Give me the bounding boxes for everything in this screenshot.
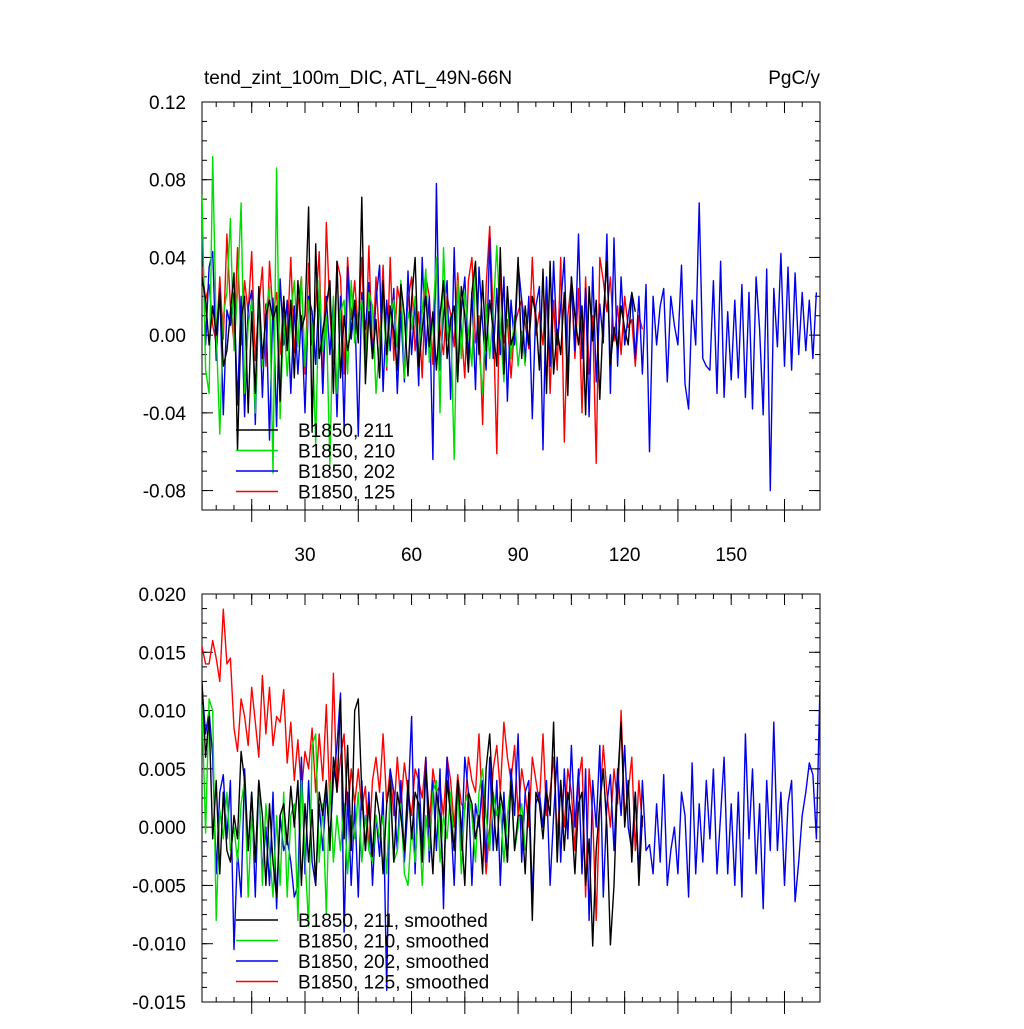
legend-label: B1850, 202, smoothed <box>298 952 489 973</box>
x-tick-label: 60 <box>401 545 422 566</box>
legend-label: B1850, 125 <box>298 483 395 504</box>
x-tick-label: 150 <box>715 545 747 566</box>
y-tick-label: -0.04 <box>143 404 187 425</box>
legend-label: B1850, 202 <box>298 462 395 483</box>
y-tick-label: 0.000 <box>138 818 186 839</box>
y-tick-label: 0.08 <box>149 171 186 192</box>
legend-label: B1850, 210 <box>298 442 395 463</box>
plot-frame <box>201 101 821 511</box>
series-group <box>202 608 820 991</box>
legend-label: B1850, 211, smoothed <box>298 911 488 932</box>
units-label: PgC/y <box>768 68 820 89</box>
y-tick-label: 0.12 <box>149 93 186 114</box>
chart-title: tend_zint_100m_DIC, ATL_49N-66N <box>204 68 512 89</box>
y-tick-label: 0.015 <box>138 643 186 664</box>
y-tick-label: -0.010 <box>132 935 186 956</box>
y-tick-label: -0.005 <box>132 876 186 897</box>
series-line <box>202 681 644 947</box>
series-line <box>202 182 818 492</box>
y-tick-label: 0.010 <box>138 702 186 723</box>
top-panel: tend_zint_100m_DIC, ATL_49N-66N PgC/y -0… <box>143 68 821 566</box>
y-tick-label: 0.020 <box>138 585 186 606</box>
bottom-panel: -0.015 -0.010 -0.005 0.000 0.005 0.010 0.015 0.… <box>132 585 821 1014</box>
legend-label: B1850, 125, smoothed <box>298 973 489 994</box>
plot-frame <box>201 593 821 1003</box>
y-tick-label: -0.08 <box>143 482 186 503</box>
x-tick-label: 120 <box>609 545 641 566</box>
series-line <box>202 684 820 991</box>
series-line <box>202 608 644 922</box>
x-tick-label: 90 <box>508 545 529 566</box>
legend-label: B1850, 210, smoothed <box>298 932 489 953</box>
x-tick-label: 30 <box>294 545 315 566</box>
y-tick-label: 0.04 <box>149 248 186 269</box>
y-tick-label: 0.00 <box>149 326 186 347</box>
y-tick-label: -0.015 <box>132 993 186 1014</box>
legend-label: B1850, 211 <box>298 421 394 442</box>
series-line <box>202 196 636 451</box>
y-tick-label: 0.005 <box>138 760 186 781</box>
series-group <box>202 155 818 492</box>
